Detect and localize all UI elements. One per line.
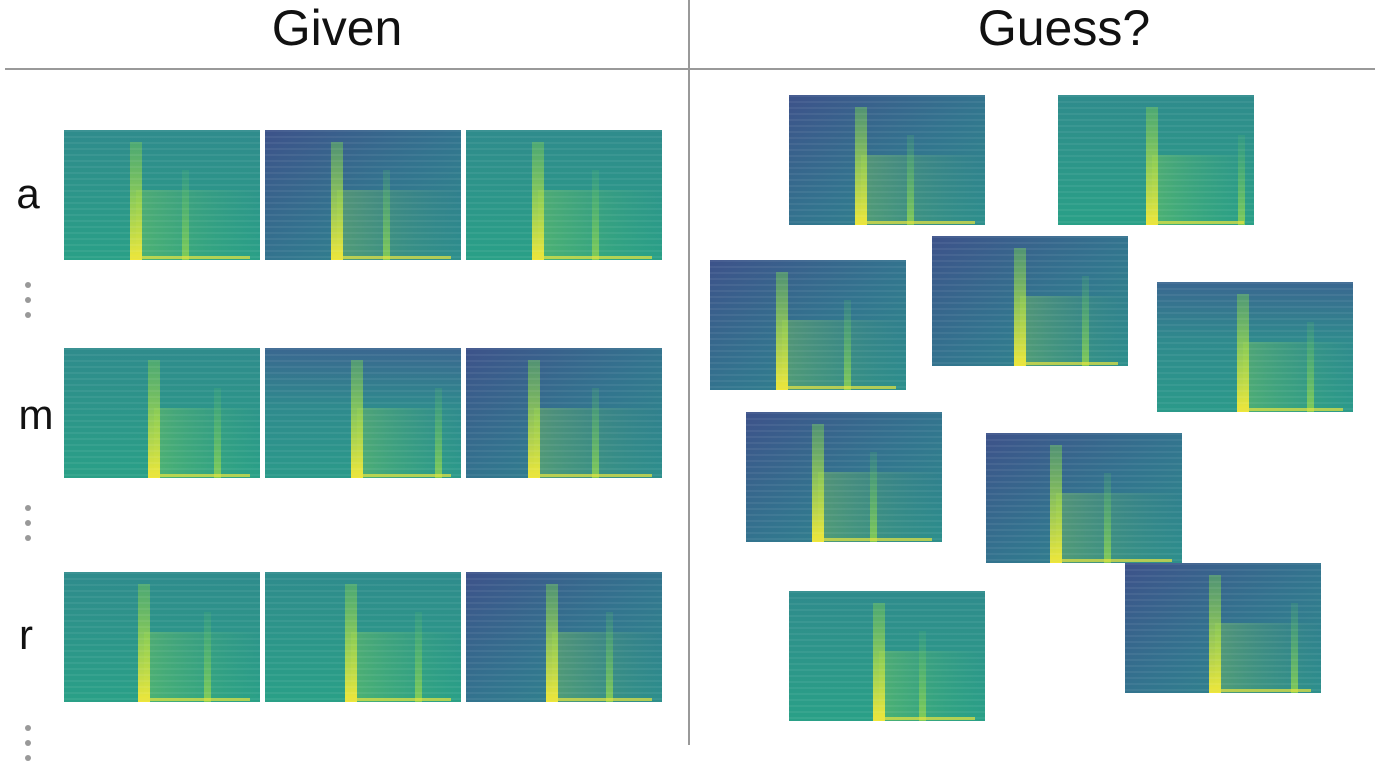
spec-texture (746, 412, 942, 542)
spectrogram (789, 95, 985, 225)
spec-texture (64, 130, 260, 260)
spec-floor (532, 256, 652, 259)
spectrogram (466, 130, 662, 260)
spec-floor (546, 698, 652, 701)
spectrogram (466, 348, 662, 478)
dot (25, 725, 31, 731)
spec-floor (855, 221, 975, 224)
spectrogram (265, 348, 461, 478)
spec-texture (710, 260, 906, 390)
spec-texture (1157, 282, 1353, 412)
spec-floor (1237, 408, 1343, 411)
spec-texture (265, 572, 461, 702)
spec-texture (64, 572, 260, 702)
spec-floor (138, 698, 250, 701)
spec-texture (789, 95, 985, 225)
spec-floor (812, 538, 932, 541)
dot (25, 505, 31, 511)
spec-floor (148, 474, 250, 477)
spectrogram (64, 348, 260, 478)
spec-texture (789, 591, 985, 721)
spectrogram (64, 130, 260, 260)
spectrogram (932, 236, 1128, 366)
spectrogram (265, 130, 461, 260)
spec-texture (1058, 95, 1254, 225)
spec-texture (986, 433, 1182, 563)
spec-texture (265, 130, 461, 260)
spec-texture (466, 572, 662, 702)
spec-texture (466, 348, 662, 478)
dot (25, 520, 31, 526)
spec-floor (1014, 362, 1118, 365)
spec-texture (64, 348, 260, 478)
spec-floor (1146, 221, 1244, 224)
row-label: a (16, 170, 40, 217)
row-label: m (19, 391, 54, 438)
spec-floor (1050, 559, 1172, 562)
given-title: Given (272, 0, 403, 56)
spectrogram (710, 260, 906, 390)
dot (25, 755, 31, 761)
ellipsis-dots (25, 282, 31, 761)
spec-texture (932, 236, 1128, 366)
spec-floor (1209, 689, 1311, 692)
dot (25, 282, 31, 288)
spectrogram (265, 572, 461, 702)
spec-floor (776, 386, 896, 389)
dot (25, 535, 31, 541)
spectrogram (1125, 563, 1321, 693)
spectrogram (466, 572, 662, 702)
spec-floor (130, 256, 250, 259)
spec-texture (265, 348, 461, 478)
spec-floor (331, 256, 451, 259)
spectrogram (1157, 282, 1353, 412)
spectrogram (789, 591, 985, 721)
guess-title: Guess? (978, 0, 1150, 56)
dot (25, 740, 31, 746)
spectrogram (746, 412, 942, 542)
spec-texture (466, 130, 662, 260)
dot (25, 312, 31, 318)
spec-floor (345, 698, 451, 701)
spectrogram (64, 572, 260, 702)
spectrogram (1058, 95, 1254, 225)
spec-floor (351, 474, 451, 477)
row-label: r (19, 611, 33, 658)
spec-floor (528, 474, 652, 477)
spec-floor (873, 717, 975, 720)
spectrograms (64, 95, 1353, 721)
spectrogram (986, 433, 1182, 563)
dot (25, 297, 31, 303)
spec-texture (1125, 563, 1321, 693)
